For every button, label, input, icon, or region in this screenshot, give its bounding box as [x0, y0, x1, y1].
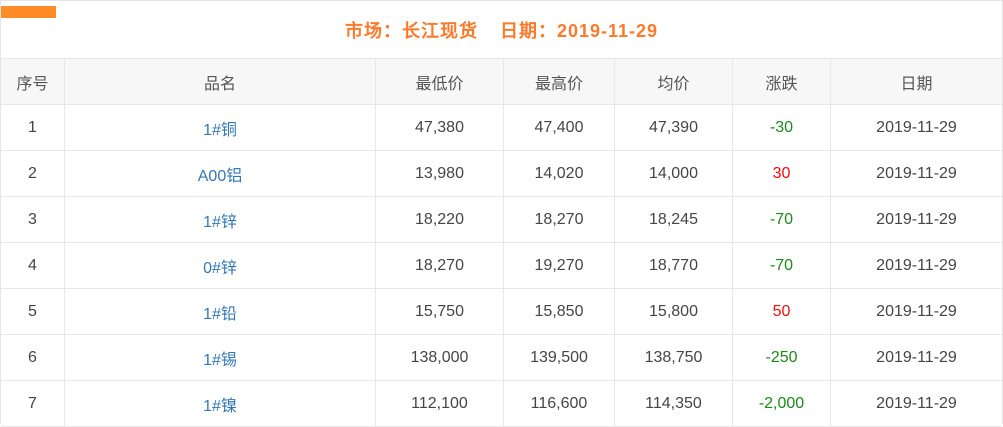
column-header-no: 序号	[1, 58, 65, 105]
cell-high: 15,850	[503, 288, 615, 335]
cell-name: 1#镍	[64, 380, 376, 427]
cell-low: 138,000	[375, 334, 504, 381]
header-row: 序号 品名 最低价 最高价 均价 涨跌 日期	[1, 58, 1002, 105]
product-name-link[interactable]: A00铝	[197, 167, 243, 185]
price-table-header: 序号 品名 最低价 最高价 均价 涨跌 日期	[1, 58, 1002, 105]
corner-accent-bar	[1, 6, 56, 18]
table-row: 5 1#铅 15,750 15,850 15,800 50 2019-11-29	[1, 288, 1002, 335]
cell-high: 19,270	[503, 242, 615, 289]
product-name-link[interactable]: 1#镍	[203, 397, 237, 415]
cell-avg: 114,350	[614, 380, 733, 427]
cell-date: 2019-11-29	[830, 242, 1002, 289]
cell-low: 47,380	[375, 104, 504, 151]
column-header-avg: 均价	[614, 58, 733, 105]
cell-no: 4	[1, 242, 65, 289]
cell-no: 6	[1, 334, 65, 381]
column-header-change: 涨跌	[732, 58, 831, 105]
product-name-link[interactable]: 1#锡	[203, 351, 237, 369]
cell-no: 3	[1, 196, 65, 243]
column-header-high: 最高价	[503, 58, 615, 105]
cell-date: 2019-11-29	[830, 104, 1002, 151]
cell-date: 2019-11-29	[830, 196, 1002, 243]
cell-avg: 138,750	[614, 334, 733, 381]
cell-name: 1#锡	[64, 334, 376, 381]
column-header-name: 品名	[64, 58, 376, 105]
cell-high: 47,400	[503, 104, 615, 151]
cell-change: 50	[732, 288, 831, 335]
cell-high: 116,600	[503, 380, 615, 427]
cell-low: 112,100	[375, 380, 504, 427]
cell-low: 15,750	[375, 288, 504, 335]
cell-low: 18,220	[375, 196, 504, 243]
table-row: 7 1#镍 112,100 116,600 114,350 -2,000 2019-11-2…	[1, 380, 1002, 427]
cell-date: 2019-11-29	[830, 380, 1002, 427]
product-name-link[interactable]: 1#铅	[203, 305, 237, 323]
table-row: 2 A00铝 13,980 14,020 14,000 30 2019-11-29	[1, 150, 1002, 197]
cell-change: -70	[732, 196, 831, 243]
table-row: 1 1#铜 47,380 47,400 47,390 -30 2019-11-29	[1, 104, 1002, 151]
cell-change: -30	[732, 104, 831, 151]
product-name-link[interactable]: 1#铜	[203, 121, 237, 139]
cell-high: 18,270	[503, 196, 615, 243]
cell-low: 13,980	[375, 150, 504, 197]
page-title: 市场：长江现货 日期：2019-11-29	[1, 1, 1002, 58]
cell-date: 2019-11-29	[830, 150, 1002, 197]
cell-change: 30	[732, 150, 831, 197]
cell-name: 1#铅	[64, 288, 376, 335]
cell-avg: 15,800	[614, 288, 733, 335]
cell-name: 0#锌	[64, 242, 376, 289]
cell-low: 18,270	[375, 242, 504, 289]
product-name-link[interactable]: 1#锌	[203, 213, 237, 231]
column-header-date: 日期	[830, 58, 1002, 105]
cell-avg: 47,390	[614, 104, 733, 151]
cell-change: -250	[732, 334, 831, 381]
cell-name: 1#锌	[64, 196, 376, 243]
cell-date: 2019-11-29	[830, 334, 1002, 381]
cell-avg: 18,770	[614, 242, 733, 289]
cell-date: 2019-11-29	[830, 288, 1002, 335]
table-row: 3 1#锌 18,220 18,270 18,245 -70 2019-11-29	[1, 196, 1002, 243]
cell-no: 7	[1, 380, 65, 427]
cell-avg: 14,000	[614, 150, 733, 197]
cell-change: -70	[732, 242, 831, 289]
market-label: 市场：长江现货	[344, 20, 478, 41]
cell-name: A00铝	[64, 150, 376, 197]
cell-high: 139,500	[503, 334, 615, 381]
cell-no: 1	[1, 104, 65, 151]
cell-name: 1#铜	[64, 104, 376, 151]
table-row: 4 0#锌 18,270 19,270 18,770 -70 2019-11-29	[1, 242, 1002, 289]
price-table: 序号 品名 最低价 最高价 均价 涨跌 日期 1 1#铜 47,380 47,400 47,390-…	[1, 58, 1002, 427]
table-row: 6 1#锡 138,000 139,500 138,750 -250 2019-11-29	[1, 334, 1002, 381]
cell-high: 14,020	[503, 150, 615, 197]
cell-avg: 18,245	[614, 196, 733, 243]
cell-no: 5	[1, 288, 65, 335]
date-label: 日期：2019-11-29	[499, 20, 659, 41]
product-name-link[interactable]: 0#锌	[203, 259, 237, 277]
price-table-body: 1 1#铜 47,380 47,400 47,390 -30 2019-11-29 2 A00铝…	[1, 104, 1002, 427]
cell-change: -2,000	[732, 380, 831, 427]
column-header-low: 最低价	[375, 58, 504, 105]
cell-no: 2	[1, 150, 65, 197]
